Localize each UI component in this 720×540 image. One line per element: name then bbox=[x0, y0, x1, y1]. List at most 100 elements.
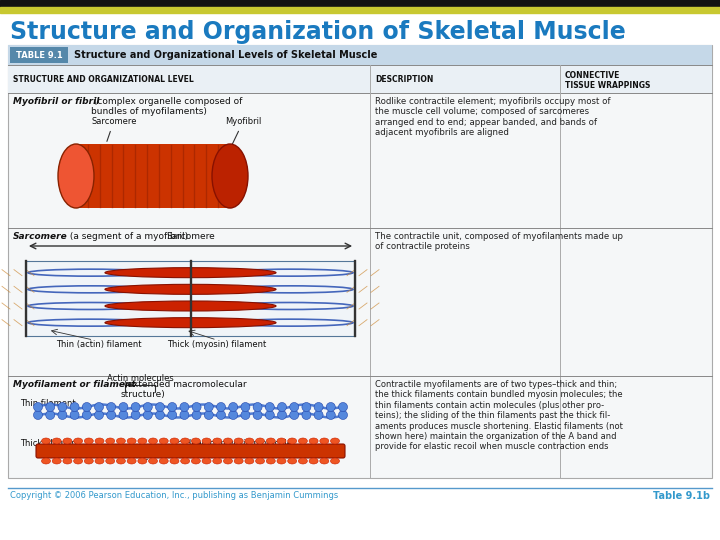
Ellipse shape bbox=[309, 438, 318, 444]
Circle shape bbox=[192, 410, 201, 420]
Text: Rodlike contractile element; myofibrils occupy most of
the muscle cell volume; c: Rodlike contractile element; myofibrils … bbox=[375, 97, 611, 137]
Ellipse shape bbox=[234, 458, 243, 464]
Ellipse shape bbox=[138, 458, 147, 464]
Ellipse shape bbox=[192, 458, 200, 464]
Ellipse shape bbox=[245, 458, 254, 464]
Ellipse shape bbox=[320, 458, 329, 464]
Circle shape bbox=[326, 402, 336, 411]
Circle shape bbox=[229, 402, 238, 411]
Ellipse shape bbox=[298, 458, 307, 464]
Ellipse shape bbox=[73, 438, 83, 444]
Circle shape bbox=[302, 402, 311, 411]
Bar bbox=[0, 0, 720, 7]
Bar bbox=[8, 45, 712, 478]
Circle shape bbox=[34, 410, 42, 420]
Ellipse shape bbox=[256, 438, 264, 444]
Ellipse shape bbox=[106, 458, 114, 464]
Circle shape bbox=[107, 402, 116, 411]
Circle shape bbox=[143, 410, 153, 420]
Circle shape bbox=[289, 410, 299, 420]
Circle shape bbox=[180, 402, 189, 411]
Text: CONNECTIVE
TISSUE WRAPPINGS: CONNECTIVE TISSUE WRAPPINGS bbox=[565, 71, 650, 90]
Ellipse shape bbox=[202, 458, 211, 464]
Ellipse shape bbox=[277, 438, 286, 444]
Circle shape bbox=[45, 402, 55, 411]
Ellipse shape bbox=[256, 458, 264, 464]
Ellipse shape bbox=[245, 438, 254, 444]
Text: Myofilament or filament: Myofilament or filament bbox=[13, 380, 135, 389]
Circle shape bbox=[338, 410, 348, 420]
Ellipse shape bbox=[181, 458, 189, 464]
FancyBboxPatch shape bbox=[76, 144, 230, 208]
Bar bbox=[8, 45, 712, 65]
Ellipse shape bbox=[298, 438, 307, 444]
Ellipse shape bbox=[170, 458, 179, 464]
Circle shape bbox=[241, 402, 250, 411]
Ellipse shape bbox=[42, 438, 50, 444]
Circle shape bbox=[289, 402, 299, 411]
Circle shape bbox=[45, 410, 55, 420]
Ellipse shape bbox=[223, 438, 233, 444]
Circle shape bbox=[131, 410, 140, 420]
Ellipse shape bbox=[117, 458, 125, 464]
Circle shape bbox=[70, 402, 79, 411]
Circle shape bbox=[70, 410, 79, 420]
Text: Thin filament: Thin filament bbox=[20, 399, 76, 408]
Ellipse shape bbox=[223, 458, 233, 464]
Bar bbox=[8, 65, 712, 93]
Ellipse shape bbox=[266, 438, 275, 444]
Text: (complex organelle composed of
bundles of myofilaments): (complex organelle composed of bundles o… bbox=[91, 97, 243, 117]
Bar bbox=[10, 47, 68, 63]
Bar bbox=[26, 261, 355, 336]
Circle shape bbox=[204, 402, 213, 411]
Text: Actin molecules: Actin molecules bbox=[107, 374, 174, 383]
Text: Myofibril or fibril: Myofibril or fibril bbox=[13, 97, 99, 106]
Circle shape bbox=[119, 410, 128, 420]
Text: Thin (actin) filament: Thin (actin) filament bbox=[55, 340, 141, 349]
Circle shape bbox=[107, 410, 116, 420]
Ellipse shape bbox=[288, 438, 297, 444]
Ellipse shape bbox=[95, 458, 104, 464]
Text: Sarcomere: Sarcomere bbox=[91, 117, 137, 141]
Circle shape bbox=[253, 410, 262, 420]
Text: Structure and Organization of Skeletal Muscle: Structure and Organization of Skeletal M… bbox=[10, 20, 626, 44]
Ellipse shape bbox=[127, 458, 136, 464]
Circle shape bbox=[168, 410, 176, 420]
Text: STRUCTURE AND ORGANIZATIONAL LEVEL: STRUCTURE AND ORGANIZATIONAL LEVEL bbox=[13, 75, 194, 84]
Circle shape bbox=[241, 410, 250, 420]
Ellipse shape bbox=[106, 438, 114, 444]
Text: Myofibril: Myofibril bbox=[225, 117, 261, 146]
Ellipse shape bbox=[84, 438, 94, 444]
Ellipse shape bbox=[63, 458, 72, 464]
Text: Thick (myosin) filament: Thick (myosin) filament bbox=[167, 340, 266, 349]
Text: TABLE 9.1: TABLE 9.1 bbox=[16, 51, 63, 59]
Circle shape bbox=[338, 402, 348, 411]
Ellipse shape bbox=[266, 458, 275, 464]
Text: Copyright © 2006 Pearson Education, Inc., publishing as Benjamin Cummings: Copyright © 2006 Pearson Education, Inc.… bbox=[10, 491, 338, 501]
Circle shape bbox=[277, 402, 287, 411]
Ellipse shape bbox=[181, 438, 189, 444]
Ellipse shape bbox=[170, 438, 179, 444]
Circle shape bbox=[34, 402, 42, 411]
Circle shape bbox=[302, 410, 311, 420]
Circle shape bbox=[265, 410, 274, 420]
Ellipse shape bbox=[42, 458, 50, 464]
Ellipse shape bbox=[212, 438, 222, 444]
Text: Structure and Organizational Levels of Skeletal Muscle: Structure and Organizational Levels of S… bbox=[74, 50, 377, 60]
FancyBboxPatch shape bbox=[36, 444, 345, 458]
Circle shape bbox=[94, 402, 104, 411]
Circle shape bbox=[326, 410, 336, 420]
Circle shape bbox=[204, 410, 213, 420]
Ellipse shape bbox=[138, 438, 147, 444]
Ellipse shape bbox=[127, 438, 136, 444]
Circle shape bbox=[217, 402, 225, 411]
Ellipse shape bbox=[212, 144, 248, 208]
Ellipse shape bbox=[192, 438, 200, 444]
Circle shape bbox=[131, 402, 140, 411]
Ellipse shape bbox=[105, 285, 276, 294]
Circle shape bbox=[94, 410, 104, 420]
Ellipse shape bbox=[320, 438, 329, 444]
Text: Sarcomere: Sarcomere bbox=[166, 232, 215, 241]
Circle shape bbox=[314, 410, 323, 420]
Circle shape bbox=[58, 410, 67, 420]
